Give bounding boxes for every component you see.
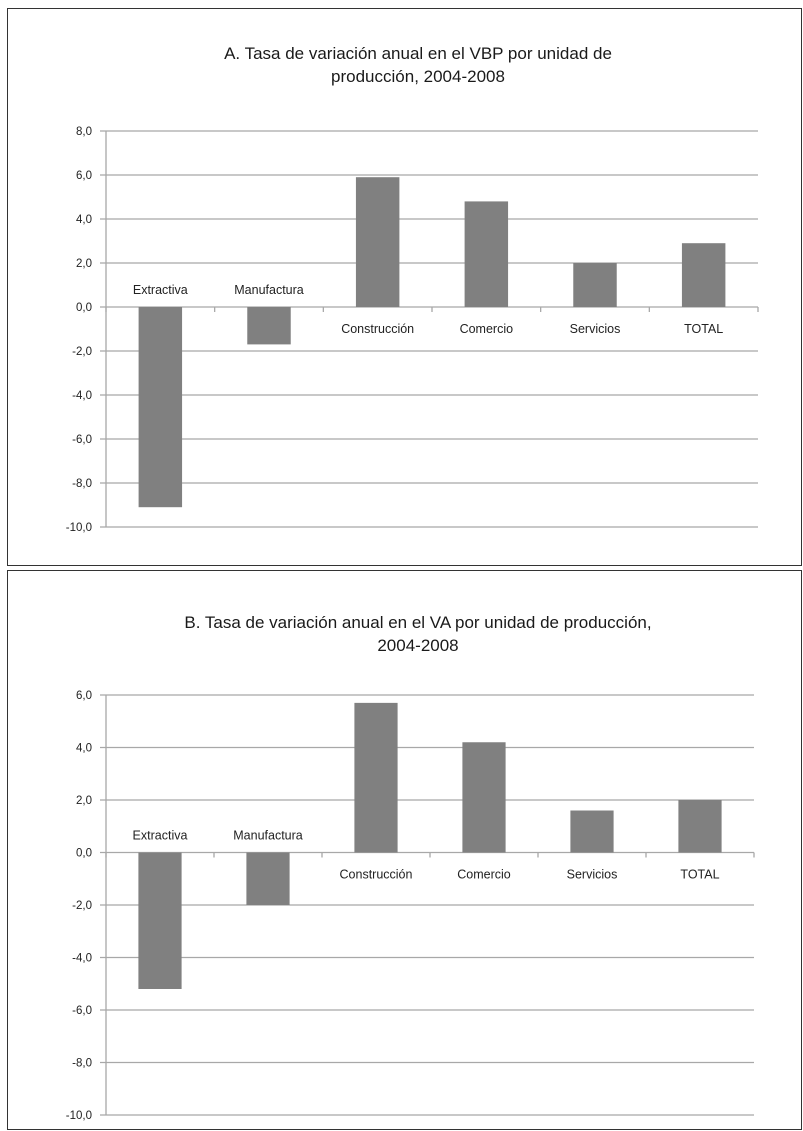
chart-b-plot: 6,0 4,0 2,0 0,0 -2,0 -4,0 -6,0 -8,0 -10,0 Extract… <box>66 690 755 1122</box>
bar-comercio <box>462 742 506 853</box>
y-tick-label: -10,0 <box>66 522 92 534</box>
bar-manufactura <box>246 852 290 905</box>
chart-title-a: A. Tasa de variación anual en el VBP por… <box>68 42 768 88</box>
y-tick-label: 2,0 <box>76 258 92 270</box>
category-label: Manufactura <box>233 829 303 843</box>
category-label: Comercio <box>460 322 514 336</box>
y-tick-label: 4,0 <box>76 743 92 755</box>
bar-manufactura <box>247 307 291 345</box>
y-tick-label: 0,0 <box>76 302 92 314</box>
chart-title-b: B. Tasa de variación anual en el VA por … <box>68 611 768 657</box>
y-tick-label: -4,0 <box>72 390 92 402</box>
y-tick-label: 2,0 <box>76 795 92 807</box>
bar-servicios <box>570 810 614 853</box>
y-tick-label: -4,0 <box>72 953 92 965</box>
bar-extractiva <box>138 852 182 989</box>
category-label: Comercio <box>457 868 511 882</box>
y-tick-label: -8,0 <box>72 478 92 490</box>
y-tick-label: 8,0 <box>76 126 92 138</box>
chart-a-plot: 8,0 6,0 4,0 2,0 0,0 -2,0 -4,0 -6,0 -8,0 -10,0 Extr… <box>66 126 759 534</box>
category-label: Extractiva <box>133 829 188 843</box>
chart-title-b-line2: 2004-2008 <box>377 636 459 655</box>
bar-servicios <box>573 263 617 307</box>
chart-title-b-line1: B. Tasa de variación anual en el VA por … <box>184 613 652 632</box>
y-tick-label: 0,0 <box>76 848 92 860</box>
y-tick-label: -2,0 <box>72 900 92 912</box>
bar-construcción <box>355 177 400 307</box>
y-tick-label: 6,0 <box>76 170 92 182</box>
category-label: Construcción <box>340 868 413 882</box>
y-tick-label: 6,0 <box>76 690 92 702</box>
category-label: Construcción <box>341 322 414 336</box>
y-tick-label: 4,0 <box>76 214 92 226</box>
category-label: Servicios <box>567 868 618 882</box>
category-label: Extractiva <box>133 283 188 297</box>
y-tick-label: -6,0 <box>72 434 92 446</box>
bar-construcción <box>354 702 398 853</box>
bar-total <box>681 243 726 307</box>
category-label: TOTAL <box>680 868 719 882</box>
y-tick-label: -2,0 <box>72 346 92 358</box>
bar-extractiva <box>138 307 183 508</box>
chart-panel-b: B. Tasa de variación anual en el VA por … <box>7 570 802 1130</box>
chart-title-a-line1: A. Tasa de variación anual en el VBP por… <box>224 44 612 63</box>
chart-title-a-line2: producción, 2004-2008 <box>331 67 505 86</box>
category-label: Manufactura <box>234 283 304 297</box>
bar-total <box>678 800 722 853</box>
bar-comercio <box>464 201 509 307</box>
y-tick-label: -10,0 <box>66 1110 92 1122</box>
y-tick-label: -8,0 <box>72 1058 92 1070</box>
category-label: TOTAL <box>684 322 723 336</box>
chart-panel-a: A. Tasa de variación anual en el VBP por… <box>7 8 802 566</box>
y-tick-label: -6,0 <box>72 1005 92 1017</box>
category-label: Servicios <box>570 322 621 336</box>
